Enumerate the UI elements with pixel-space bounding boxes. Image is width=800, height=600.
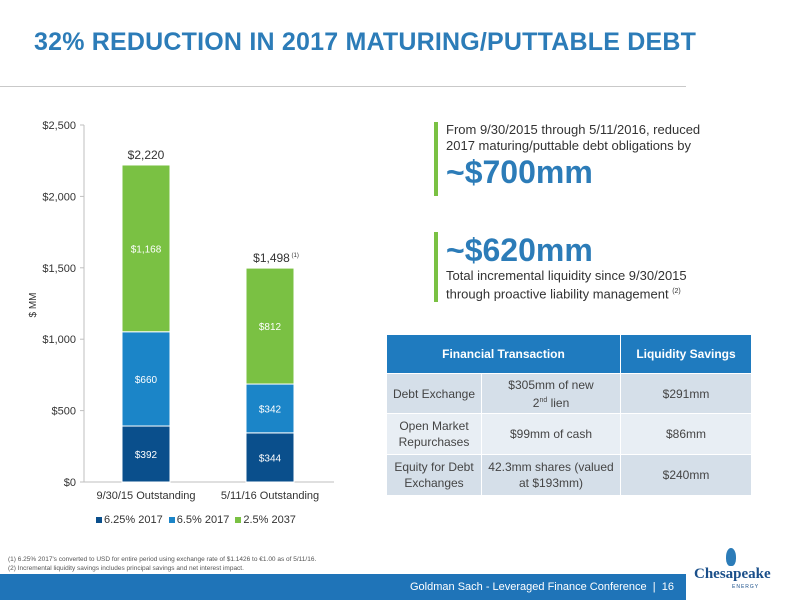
- page-number: 16: [661, 581, 674, 593]
- legend-label: 6.25% 2017: [104, 514, 163, 526]
- y-tick-label: $2,500: [42, 120, 76, 132]
- bar-data-label: $342: [259, 404, 282, 415]
- bar-segment: [245, 383, 295, 434]
- callout-value: ~$620mm: [446, 232, 593, 268]
- x-category-label: 5/11/16 Outstanding: [221, 490, 319, 502]
- transaction-detail: $99mm of cash: [481, 413, 621, 455]
- bar-total-label: $1,498 (1): [253, 251, 299, 265]
- detail-sup: nd: [539, 396, 548, 404]
- detail-line: $305mm of new: [508, 377, 594, 392]
- bar-data-label: $812: [259, 322, 282, 333]
- table-header-row: Financial Transaction Liquidity Savings: [386, 334, 752, 374]
- logo-sub: ENERGY: [732, 584, 760, 590]
- table-row: Debt Exchange $305mm of new 2nd lien $291…: [386, 373, 752, 414]
- bar-segment: [245, 267, 295, 385]
- table-row: Open Market Repurchases $99mm of cash $8…: [386, 413, 752, 455]
- logo-name: Chesapeake: [694, 566, 771, 582]
- y-tick-label: $0: [64, 477, 76, 489]
- footer-text: Goldman Sach - Leveraged Finance Confere…: [410, 581, 674, 593]
- callout-description: Total incremental liquidity since 9/30/2…: [446, 268, 706, 302]
- detail-rest: lien: [547, 395, 570, 410]
- debt-reduction-callout: From 9/30/2015 through 5/11/2016, reduce…: [434, 122, 706, 196]
- bar-data-label: $392: [135, 450, 158, 461]
- bar-segment: [121, 425, 171, 483]
- header-liquidity-savings: Liquidity Savings: [620, 334, 752, 374]
- page-title: 32% REDUCTION IN 2017 MATURING/PUTTABLE …: [34, 28, 697, 56]
- transaction-table: Financial Transaction Liquidity Savings …: [386, 334, 752, 496]
- flame-icon: [726, 548, 736, 566]
- bar-data-label: $660: [135, 375, 158, 386]
- footnotes: (1) 6.25% 2017's converted to USD for en…: [8, 555, 316, 573]
- legend-swatch: [235, 517, 242, 523]
- transaction-type: Equity for Debt Exchanges: [386, 454, 482, 496]
- legend-item-2-5-2037: 2.5% 2037: [235, 514, 296, 526]
- bar-segment: [121, 331, 171, 427]
- liquidity-savings: $240mm: [620, 454, 752, 496]
- bar-data-label: $1,168: [131, 244, 162, 255]
- legend-item-6-5-2017: 6.5% 2017: [168, 514, 230, 526]
- chesapeake-logo: Chesapeake ENERGY: [694, 548, 794, 598]
- legend-swatch: [96, 517, 102, 523]
- callout-description: From 9/30/2015 through 5/11/2016, reduce…: [446, 122, 701, 153]
- liquidity-savings: $291mm: [620, 373, 752, 414]
- legend-label: 6.5% 2017: [176, 514, 230, 526]
- bar-segment: [121, 164, 171, 333]
- detail-num: 2: [532, 395, 540, 410]
- header-financial-transaction: Financial Transaction: [386, 334, 621, 374]
- footer-bar: Goldman Sach - Leveraged Finance Confere…: [0, 574, 686, 600]
- y-axis-title: $ MM: [28, 293, 39, 318]
- y-tick-label: $1,000: [42, 334, 76, 346]
- stacked-bar-chart: $0 $500 $1,000 $1,500 $2,000 $2,500 $ MM $392 $6…: [28, 120, 334, 502]
- legend-swatch: [168, 517, 175, 523]
- conference-name: Goldman Sach - Leveraged Finance Confere…: [410, 581, 647, 593]
- title-divider: [0, 86, 686, 87]
- transaction-type: Open Market Repurchases: [386, 413, 482, 455]
- liquidity-savings: $86mm: [620, 413, 752, 455]
- footnote-2: (2) Incremental liquidity savings includ…: [8, 565, 244, 572]
- total-footnote-ref: (1): [290, 253, 299, 259]
- legend-label: 2.5% 2037: [243, 514, 296, 526]
- callout-value: ~$700mm: [446, 154, 593, 190]
- transaction-type: Debt Exchange: [386, 373, 482, 414]
- transaction-detail: $305mm of new 2nd lien: [481, 373, 621, 414]
- bar-total-label: $2,220: [128, 148, 165, 162]
- footnote-ref: (2): [672, 288, 681, 295]
- bar-data-label: $344: [259, 453, 282, 464]
- y-tick-label: $2,000: [42, 191, 76, 203]
- footer-separator: |: [652, 581, 656, 593]
- legend-item-6-25-2017: 6.25% 2017: [96, 514, 163, 526]
- x-category-label: 9/30/15 Outstanding: [96, 490, 195, 502]
- y-tick-label: $500: [52, 406, 76, 418]
- liquidity-callout: ~$620mm Total incremental liquidity sinc…: [434, 232, 706, 302]
- chart-legend: 6.25% 2017 6.5% 2017 2.5% 2037: [96, 514, 296, 526]
- table-row: Equity for Debt Exchanges 42.3mm shares …: [386, 454, 752, 496]
- transaction-detail: 42.3mm shares (valued at $193mm): [481, 454, 621, 496]
- callout-text: Total incremental liquidity since 9/30/2…: [446, 268, 687, 302]
- y-tick-label: $1,500: [42, 263, 76, 275]
- footnote-1: (1) 6.25% 2017's converted to USD for en…: [8, 556, 317, 563]
